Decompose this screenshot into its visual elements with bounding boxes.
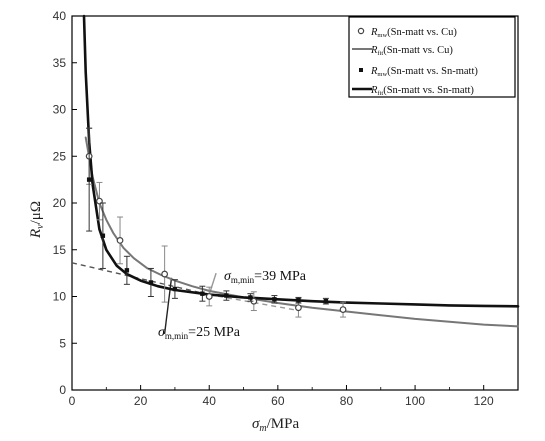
y-tick-label: 20 bbox=[53, 196, 67, 210]
data-point-square bbox=[323, 298, 329, 304]
legend-box bbox=[348, 16, 516, 98]
data-point-circle bbox=[295, 304, 302, 312]
y-tick-label: 25 bbox=[53, 149, 67, 163]
data-point-square bbox=[86, 177, 92, 182]
legend: Rmw(Sn-matt vs. Cu) Rfit(Sn-matt vs. Cu)… bbox=[348, 16, 516, 98]
data-point-square bbox=[224, 293, 229, 298]
data-point-square bbox=[100, 233, 106, 238]
y-axis-title: Rv/μΩ bbox=[28, 201, 46, 239]
data-point-square bbox=[148, 280, 154, 285]
y-tick-label: 0 bbox=[59, 383, 66, 397]
series-line-1 bbox=[84, 136, 519, 328]
legend-entry-mw-sn: Rmw(Sn-matt vs. Sn-matt) bbox=[370, 66, 478, 78]
y-tick-label: 10 bbox=[53, 290, 67, 304]
annotation-39mpa: σm,min=39 MPa bbox=[224, 269, 307, 285]
x-tick-label: 120 bbox=[474, 394, 494, 408]
data-point-square bbox=[200, 291, 205, 296]
y-tick-label: 35 bbox=[53, 56, 67, 70]
legend-entry-mw-cu: Rmw(Sn-matt vs. Cu) bbox=[370, 27, 457, 39]
x-tick-label: 100 bbox=[405, 394, 425, 408]
legend-marker-open-circle bbox=[357, 27, 365, 35]
y-tick-label: 30 bbox=[53, 103, 67, 117]
x-tick-label: 40 bbox=[203, 394, 217, 408]
y-tick-label: 40 bbox=[53, 9, 67, 23]
data-point-circle bbox=[339, 306, 347, 313]
data-point-square bbox=[272, 297, 277, 302]
y-tick-label: 5 bbox=[59, 336, 66, 350]
data-point-square bbox=[296, 298, 301, 303]
data-point-square bbox=[124, 268, 130, 273]
data-point-circle bbox=[116, 236, 124, 244]
data-point-circle bbox=[161, 270, 169, 278]
reference-line-0 bbox=[71, 262, 210, 296]
data-point-square bbox=[172, 286, 178, 292]
y-tick-label: 15 bbox=[53, 243, 67, 257]
data-point-square bbox=[248, 295, 253, 300]
x-axis-title: σm/MPa bbox=[252, 416, 299, 434]
legend-entry-fit-cu: Rfit(Sn-matt vs. Cu) bbox=[370, 45, 453, 57]
data-point-circle bbox=[205, 293, 213, 300]
reference-line-2 bbox=[163, 277, 173, 334]
x-tick-label: 0 bbox=[69, 394, 76, 408]
annotation-25mpa: σm,min=25 MPa bbox=[158, 325, 241, 341]
legend-marker-filled-square bbox=[359, 68, 363, 72]
x-tick-label: 60 bbox=[271, 394, 285, 408]
legend-entry-fit-sn: Rfit(Sn-matt vs. Sn-matt) bbox=[370, 85, 474, 97]
x-tick-label: 20 bbox=[134, 394, 148, 408]
x-tick-label: 80 bbox=[340, 394, 354, 408]
